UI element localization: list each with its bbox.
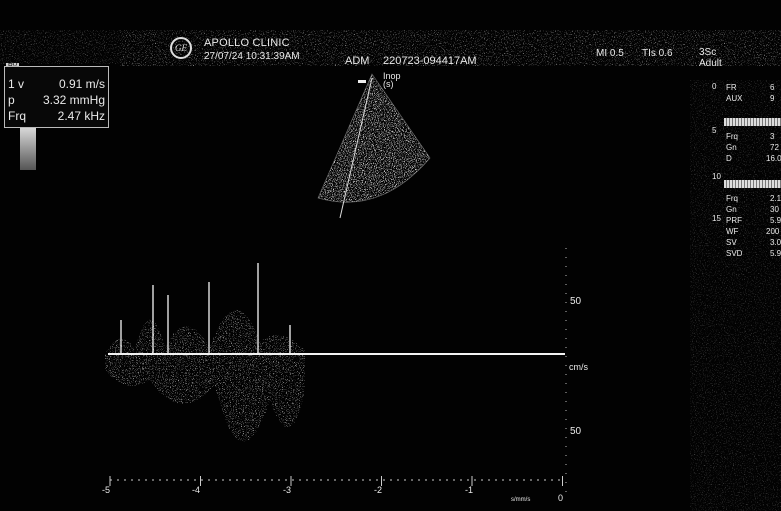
param-label: FR [726, 83, 737, 92]
param-value: 6 [770, 83, 775, 92]
measurement-label: 1 v [8, 77, 25, 91]
clinic-name: APOLLO CLINIC [204, 37, 290, 49]
param-value: 2.1 [770, 194, 781, 203]
operator-id: ADM [345, 55, 370, 67]
time-label: -1 [465, 485, 474, 495]
panel-section-header [724, 180, 781, 188]
param-label: Gn [726, 143, 737, 152]
measurement-value: 2.47 kHz [57, 109, 105, 123]
time-label: -2 [374, 485, 383, 495]
sample-volume-marker [358, 80, 366, 83]
depth-mark: 0 [712, 82, 717, 91]
probe-name: 3Sc [699, 47, 717, 58]
velocity-scale-label: 50 [570, 296, 582, 307]
param-label: WF [726, 227, 739, 236]
parameter-panel: 0 FR 6 AUX 9 5 Frq 3 Gn 72 D 16.0 10 Frq… [712, 80, 781, 310]
ge-logo: GE [170, 37, 192, 59]
sector-image [317, 73, 431, 219]
time-label: 0 [558, 493, 564, 503]
greyscale-bar [20, 128, 36, 170]
param-value: 200 [766, 227, 780, 236]
param-value: 3.0 [770, 238, 781, 247]
param-label: D [726, 154, 732, 163]
param-value: 30 [770, 205, 779, 214]
param-label: SVD [726, 249, 743, 258]
param-value: 72 [770, 143, 779, 152]
param-label: Gn [726, 205, 737, 214]
measurement-value: 0.91 m/s [58, 77, 105, 91]
thermal-index: TIs 0.6 [642, 48, 673, 59]
measurement-box: 1 v 0.91 m/s p 3.32 mmHg Frq 2.47 kHz [4, 66, 109, 128]
time-label: -4 [192, 485, 201, 495]
velocity-unit: cm/s [569, 362, 588, 372]
study-id: 220723-094417AM [383, 55, 477, 67]
doppler-cursor-line [339, 77, 373, 219]
measurement-label: Frq [8, 109, 26, 123]
exam-datetime: 27/07/24 10:31:39AM [204, 51, 300, 62]
measurement-label: p [8, 93, 15, 107]
param-label: AUX [726, 94, 743, 103]
param-label: SV [726, 238, 737, 247]
depth-mark: 5 [712, 126, 717, 135]
depth-mark: 10 [712, 172, 721, 181]
preset-name: Adult [699, 58, 722, 69]
param-label: Frq [726, 132, 738, 141]
param-label: PRF [726, 216, 742, 225]
panel-section-header [724, 118, 781, 126]
velocity-scale-label: 50 [570, 426, 582, 437]
sweep-speed: s/mm/s [511, 497, 531, 503]
mechanical-index: MI 0.5 [596, 48, 624, 59]
depth-mark: 15 [712, 214, 721, 223]
param-value: 5.9 [770, 216, 781, 225]
doppler-spectrum [105, 248, 567, 498]
time-label: -3 [283, 485, 292, 495]
param-value: 3 [770, 132, 775, 141]
param-value: 9 [770, 94, 775, 103]
param-label: Frq [726, 194, 738, 203]
time-label: -5 [102, 485, 111, 495]
param-value: 5.9 [770, 249, 781, 258]
param-value: 16.0 [766, 154, 781, 163]
cursor-label: Inop (s) [383, 71, 401, 89]
measurement-value: 3.32 mmHg [42, 93, 105, 107]
